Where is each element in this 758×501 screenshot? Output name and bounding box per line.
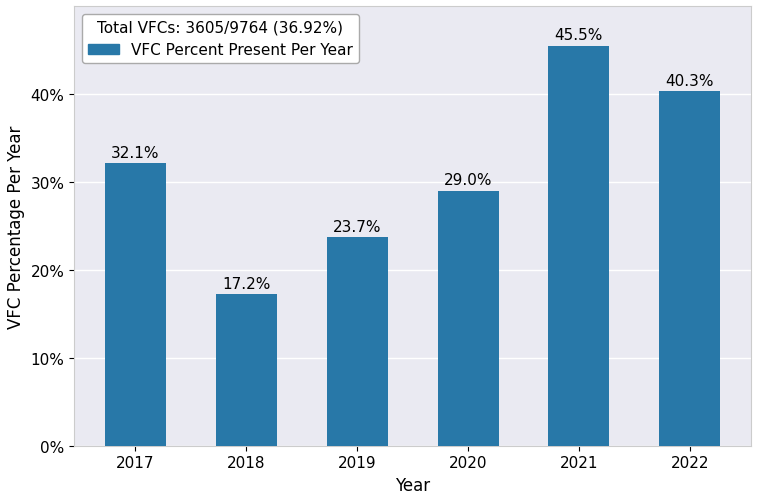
Bar xyxy=(216,295,277,446)
Text: 45.5%: 45.5% xyxy=(555,28,603,43)
Bar xyxy=(659,92,720,446)
Bar xyxy=(327,238,387,446)
Y-axis label: VFC Percentage Per Year: VFC Percentage Per Year xyxy=(7,125,25,328)
Text: 17.2%: 17.2% xyxy=(222,277,271,292)
Bar xyxy=(437,191,499,446)
Bar xyxy=(105,164,166,446)
Text: 29.0%: 29.0% xyxy=(444,173,493,188)
Text: 23.7%: 23.7% xyxy=(333,219,381,234)
Text: 32.1%: 32.1% xyxy=(111,146,160,160)
Bar xyxy=(549,47,609,446)
Legend: VFC Percent Present Per Year: VFC Percent Present Per Year xyxy=(82,15,359,64)
Text: 40.3%: 40.3% xyxy=(666,74,714,89)
X-axis label: Year: Year xyxy=(395,476,431,494)
